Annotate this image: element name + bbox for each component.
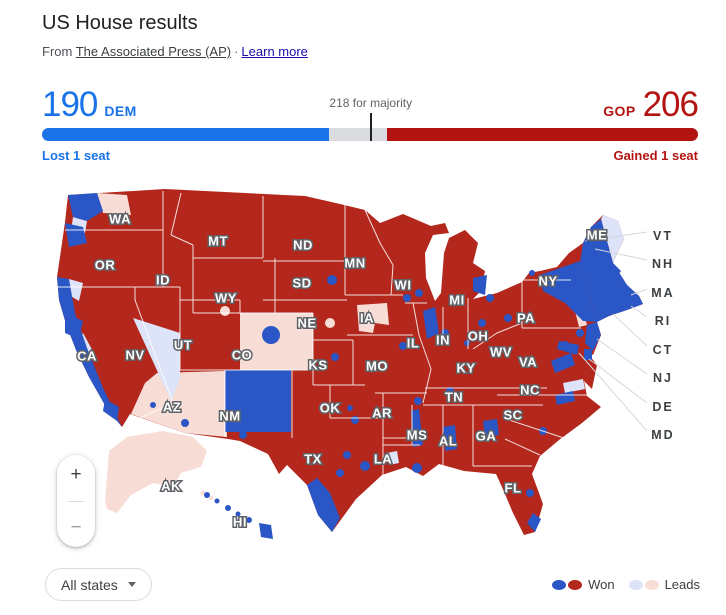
state-label-ms: MS <box>407 428 428 443</box>
state-label-fl: FL <box>505 481 522 496</box>
dem-score: 190 DEM <box>42 87 137 122</box>
zoom-in-button[interactable]: + <box>70 464 82 485</box>
state-label-la: LA <box>374 452 392 467</box>
source-line: From The Associated Press (AP) · Learn mor… <box>42 44 308 59</box>
state-label-mt: MT <box>208 234 228 249</box>
state-label-ne: NE <box>297 316 316 331</box>
state-label-ak: AK <box>161 479 181 494</box>
state-label-ga: GA <box>476 429 497 444</box>
state-label-ks: KS <box>308 358 327 373</box>
state-label-sd: SD <box>292 276 311 291</box>
state-label-nv: NV <box>125 348 144 363</box>
gop-party-label: GOP <box>603 103 636 119</box>
legend-dot-icon <box>568 579 583 590</box>
east-coast-labels: VT NH MA RI CT NJ DE MD <box>651 229 674 442</box>
east-label-md: MD <box>651 428 674 442</box>
state-label-il: IL <box>407 336 420 351</box>
majority-tick <box>369 113 372 141</box>
dem-seat-change: Lost 1 seat <box>42 148 110 163</box>
map-hawaii <box>204 492 273 539</box>
east-label-ri: RI <box>655 314 672 328</box>
zoom-divider <box>68 500 84 502</box>
score-row: 190 DEM 218 for majority GOP 206 <box>42 80 699 128</box>
east-label-ct: CT <box>653 343 674 357</box>
east-label-vt: VT <box>653 229 673 243</box>
east-label-nj: NJ <box>653 371 673 385</box>
legend-item-leads: Leads <box>628 577 700 592</box>
dem-party-label: DEM <box>104 103 137 119</box>
seat-scoreboard: 190 DEM 218 for majority GOP 206 Lost 1 … <box>42 80 699 163</box>
state-label-wv: WV <box>490 345 512 360</box>
state-label-co: CO <box>232 348 253 363</box>
state-label-wi: WI <box>395 278 412 293</box>
state-label-al: AL <box>439 434 457 449</box>
state-label-wy: WY <box>215 291 237 306</box>
state-label-oh: OH <box>468 329 489 344</box>
state-label-mn: MN <box>344 256 365 271</box>
source-link[interactable]: The Associated Press (AP) <box>75 44 232 59</box>
state-label-ia: IA <box>360 311 374 326</box>
state-label-ut: UT <box>174 338 192 353</box>
state-label-ny: NY <box>538 274 557 289</box>
state-label-id: ID <box>156 273 170 288</box>
source-prefix: From <box>42 44 73 59</box>
state-label-pa: PA <box>517 311 535 326</box>
us-house-map[interactable]: WA OR ID MT WY NV UT CO CA AZ NM ND SD NE KS OK TX MN IA MO… <box>35 183 726 568</box>
legend-dot-icon <box>552 579 567 590</box>
legend-label: Leads <box>664 577 700 592</box>
state-label-wa: WA <box>109 212 131 227</box>
east-label-ma: MA <box>651 286 674 300</box>
east-callout-lines <box>578 231 648 432</box>
state-label-nm: NM <box>219 409 240 424</box>
state-label-va: VA <box>519 355 537 370</box>
state-label-me: ME <box>587 228 608 243</box>
gop-seat-change: Gained 1 seat <box>613 148 698 163</box>
state-filter-value: All states <box>61 576 118 593</box>
state-label-sc: SC <box>503 408 522 423</box>
state-label-mi: MI <box>449 293 464 308</box>
state-label-az: AZ <box>163 400 181 415</box>
east-label-de: DE <box>652 400 673 414</box>
legend-item-won: Won <box>552 577 615 592</box>
map-zoom-control: + − <box>57 455 95 547</box>
zoom-out-button[interactable]: − <box>70 517 82 538</box>
gop-seat-count: 206 <box>642 85 699 124</box>
separator: · <box>234 44 239 59</box>
map-gop-leads-regions <box>97 193 587 513</box>
state-label-hi: HI <box>233 515 247 530</box>
map-alaska <box>105 431 207 513</box>
east-label-nh: NH <box>652 257 674 271</box>
map-legend: Won Leads <box>552 577 700 592</box>
chevron-down-icon <box>127 582 136 587</box>
seat-progress-bar <box>42 113 698 141</box>
majority-threshold-label: 218 for majority <box>329 96 413 110</box>
dem-bar-segment <box>42 128 329 141</box>
state-label-nd: ND <box>293 238 313 253</box>
learn-more-link[interactable]: Learn more <box>241 44 308 59</box>
map-mainland <box>57 189 643 535</box>
state-label-tx: TX <box>304 452 322 467</box>
state-label-in: IN <box>436 333 450 348</box>
dem-seat-count: 190 <box>42 85 98 124</box>
gop-score: GOP 206 <box>603 85 699 124</box>
state-label-mo: MO <box>366 359 388 374</box>
state-label-tn: TN <box>445 390 463 405</box>
state-label-ky: KY <box>456 361 475 376</box>
legend-dot-icon <box>628 579 643 590</box>
state-label-or: OR <box>95 258 116 273</box>
legend-label: Won <box>588 577 615 592</box>
state-labels: WA OR ID MT WY NV UT CO CA AZ NM ND SD NE KS OK TX MN IA MO… <box>76 210 609 531</box>
page-title: US House results <box>42 12 198 34</box>
state-label-ok: OK <box>320 401 341 416</box>
state-label-nc: NC <box>520 383 540 398</box>
state-label-ca: CA <box>77 349 97 364</box>
map-state-borders <box>55 191 595 475</box>
state-filter-dropdown[interactable]: All states <box>45 568 152 601</box>
gop-bar-segment <box>387 128 698 141</box>
map-dem-won-regions <box>57 193 643 539</box>
legend-dot-icon <box>644 579 659 590</box>
state-label-ar: AR <box>372 406 392 421</box>
